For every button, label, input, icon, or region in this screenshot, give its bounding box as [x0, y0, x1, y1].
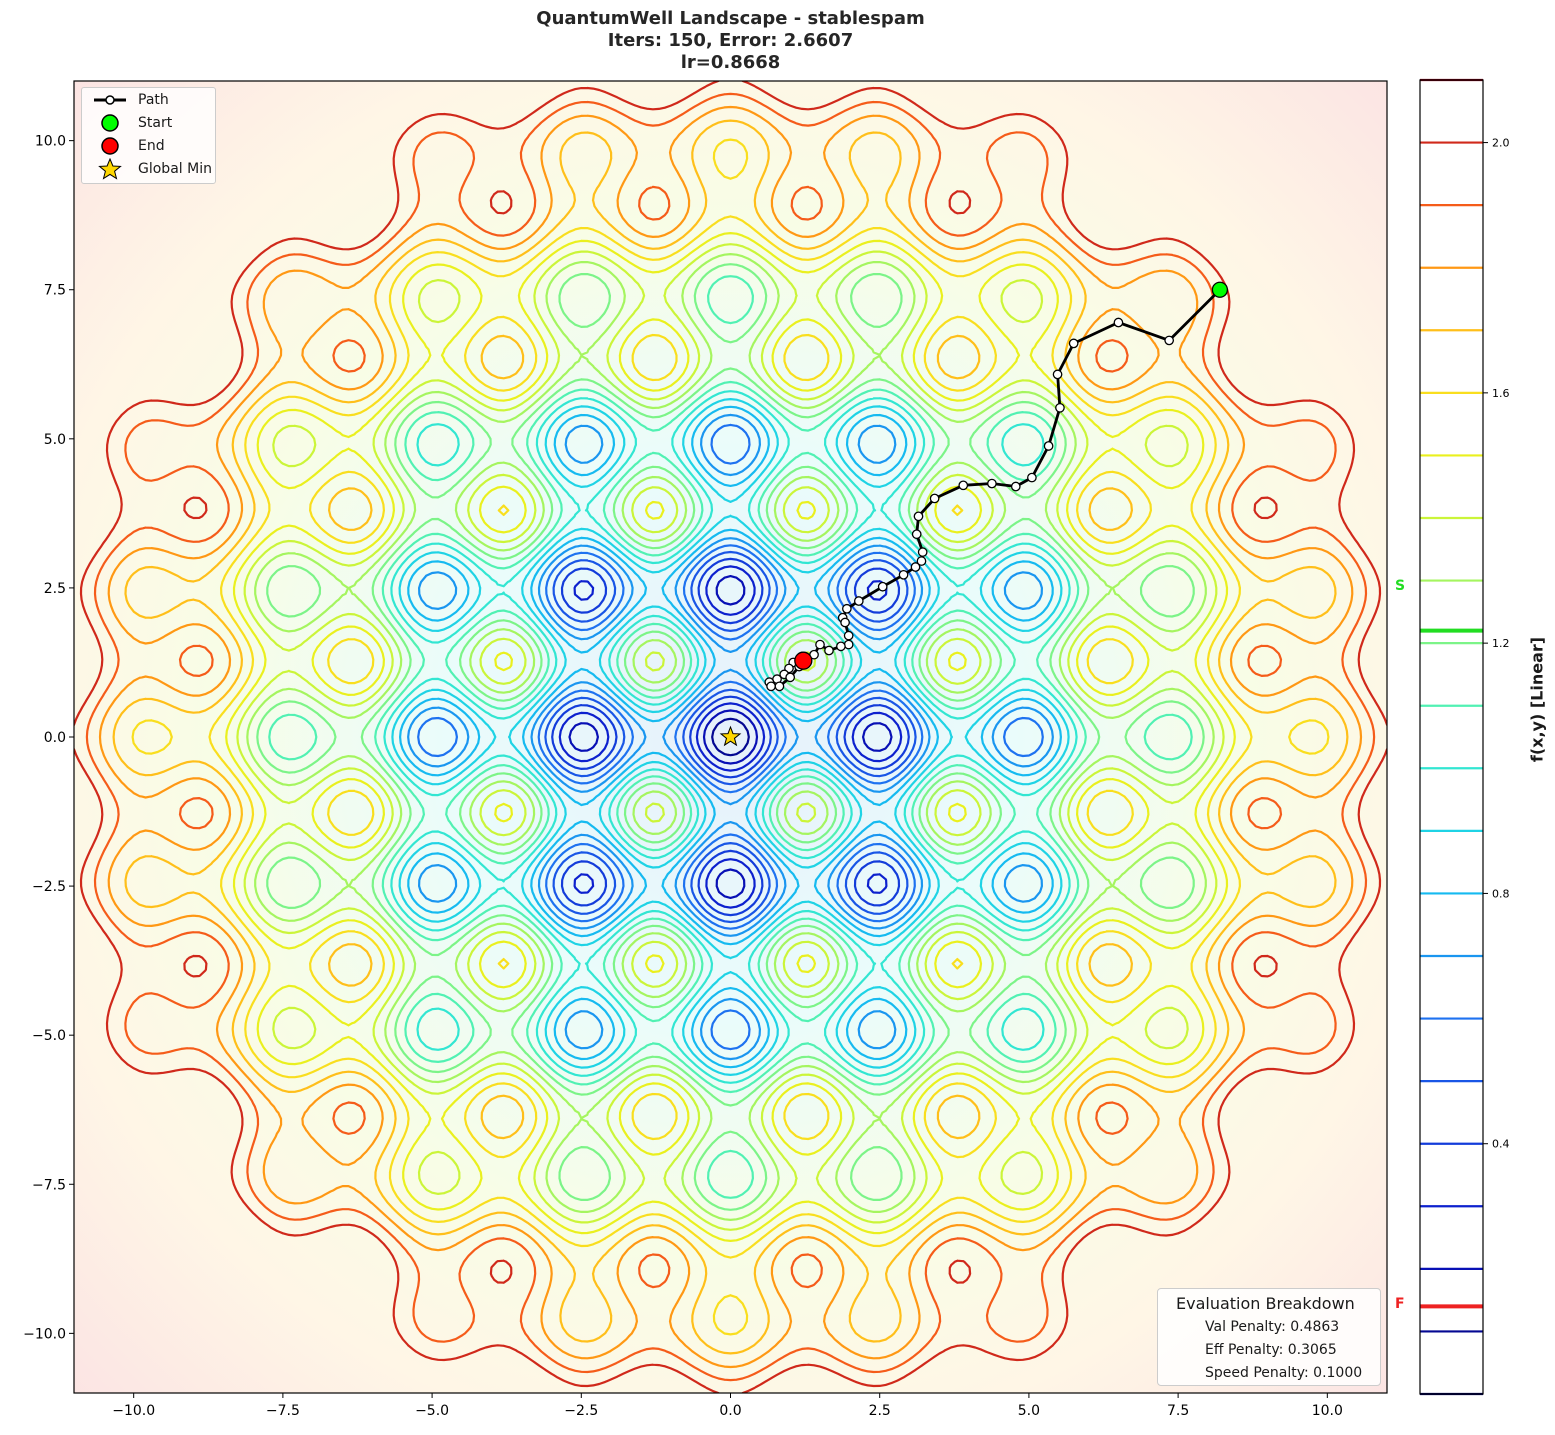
optimization-path [719, 281, 1229, 747]
legend: Path Start End Global Min [81, 87, 216, 184]
speed-penalty: Speed Penalty: 0.1000 [1205, 1365, 1363, 1381]
svg-text:0.8: 0.8 [1492, 887, 1510, 900]
svg-text:5.0: 5.0 [1018, 1403, 1040, 1419]
colorbar-final-marker: F [1395, 1296, 1405, 1312]
contour-lines [74, 81, 1387, 1393]
svg-text:−2.5: −2.5 [564, 1403, 598, 1419]
title-line-1: QuantumWell Landscape - stablespam [536, 8, 925, 29]
x-axis: −10.0 −7.5 −5.0 −2.5 0.0 2.5 5.0 7.5 10.0 [112, 1393, 1343, 1419]
green-circle-icon [90, 112, 130, 134]
colorbar-start-marker: S [1395, 578, 1406, 594]
svg-text:−10.0: −10.0 [23, 1326, 66, 1342]
svg-text:−2.5: −2.5 [32, 879, 66, 895]
global-min-star [719, 725, 742, 747]
svg-text:10.0: 10.0 [35, 134, 66, 150]
title-line-3: lr=0.8668 [680, 52, 781, 73]
colorbar-label: f(x,y) [Linear] [1527, 636, 1547, 763]
svg-text:−7.5: −7.5 [32, 1177, 66, 1193]
svg-text:−7.5: −7.5 [266, 1403, 300, 1419]
svg-text:0.0: 0.0 [44, 730, 66, 746]
svg-text:7.5: 7.5 [1167, 1403, 1189, 1419]
eff-penalty: Eff Penalty: 0.3065 [1205, 1342, 1337, 1358]
start-marker [1211, 281, 1229, 298]
red-circle-icon [90, 135, 130, 157]
svg-text:0.4: 0.4 [1492, 1138, 1510, 1151]
evaluation-title: Evaluation Breakdown [1176, 1294, 1355, 1313]
val-penalty: Val Penalty: 0.4863 [1205, 1319, 1340, 1335]
svg-text:−5.0: −5.0 [32, 1028, 66, 1044]
svg-text:1.2: 1.2 [1492, 637, 1510, 650]
svg-text:10.0: 10.0 [1312, 1403, 1343, 1419]
svg-text:0.0: 0.0 [719, 1403, 741, 1419]
evaluation-breakdown-box: Evaluation Breakdown Val Penalty: 0.4863… [1157, 1288, 1381, 1386]
end-marker [794, 651, 813, 670]
legend-item-path: Path [90, 89, 169, 111]
title-line-2: Iters: 150, Error: 2.6607 [607, 30, 854, 51]
svg-text:7.5: 7.5 [44, 283, 66, 299]
star-icon [90, 157, 130, 180]
legend-item-global-min: Global Min [90, 157, 212, 180]
svg-text:1.6: 1.6 [1492, 387, 1510, 400]
svg-text:2.5: 2.5 [44, 581, 66, 597]
svg-text:−10.0: −10.0 [112, 1403, 155, 1419]
legend-item-end: End [90, 135, 165, 157]
chart-title: QuantumWell Landscape - stablespam Iters… [74, 8, 1387, 74]
path-line-icon [90, 89, 130, 111]
y-axis: 10.0 7.5 5.0 2.5 0.0 −2.5 −5.0 −7.5 −10.0 [23, 134, 74, 1342]
colorbar: 2.0 1.6 1.2 0.8 0.4 [1419, 78, 1510, 1396]
svg-text:2.0: 2.0 [1492, 137, 1510, 150]
svg-text:2.5: 2.5 [869, 1403, 891, 1419]
legend-item-start: Start [90, 112, 172, 134]
svg-text:5.0: 5.0 [44, 432, 66, 448]
svg-text:−5.0: −5.0 [415, 1403, 449, 1419]
